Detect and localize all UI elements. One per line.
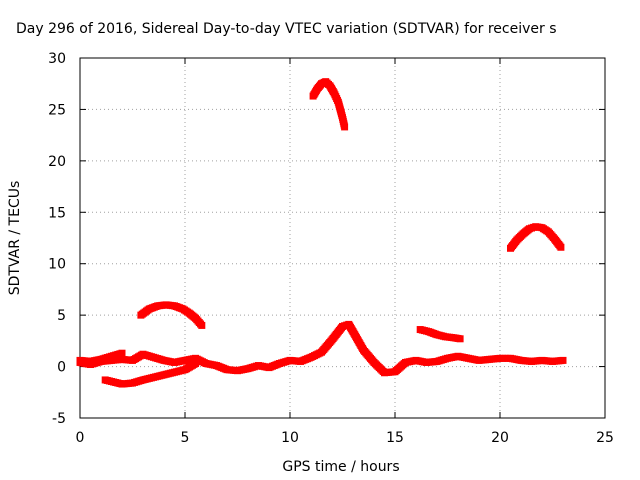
y-tick-label: -5	[52, 411, 66, 427]
y-tick-label: 15	[48, 205, 66, 221]
series-early-arc	[76, 349, 126, 365]
series-low-branch	[101, 359, 199, 388]
series-baseline	[76, 320, 567, 377]
y-tick-label: 0	[57, 360, 66, 376]
y-tick-label: 25	[48, 102, 66, 118]
y-tick-label: 5	[57, 308, 66, 324]
x-tick-label: 20	[491, 430, 509, 446]
data-point	[198, 321, 206, 329]
x-tick-label: 25	[596, 430, 614, 446]
y-tick-label: 20	[48, 154, 66, 170]
data-point	[559, 356, 567, 364]
x-tick-label: 0	[76, 430, 85, 446]
plot-frame	[79, 57, 606, 419]
x-axis: 0 5 10 15 20 25	[76, 58, 614, 446]
x-tick-label: 10	[281, 430, 299, 446]
data-point	[341, 123, 349, 131]
data-point	[118, 349, 126, 357]
series-arc-4h	[137, 301, 206, 329]
series-arc-22h	[507, 223, 565, 252]
y-tick-label: 10	[48, 257, 66, 273]
data-point	[456, 335, 464, 343]
x-tick-label: 5	[181, 430, 190, 446]
y-axis-label: SDTVAR / TECUs	[7, 181, 23, 296]
data-point	[192, 359, 199, 367]
x-axis-label: GPS time / hours	[282, 459, 399, 475]
series-arc-17h	[416, 326, 464, 343]
y-tick-label: 30	[48, 51, 66, 67]
series-arc-12h	[309, 78, 349, 131]
data-series	[76, 78, 567, 388]
x-tick-label: 15	[386, 430, 404, 446]
data-point	[557, 243, 565, 251]
y-axis: -5 0 5 10 15 20 25 30	[48, 51, 605, 427]
chart-title: Day 296 of 2016, Sidereal Day-to-day VTE…	[16, 21, 557, 37]
